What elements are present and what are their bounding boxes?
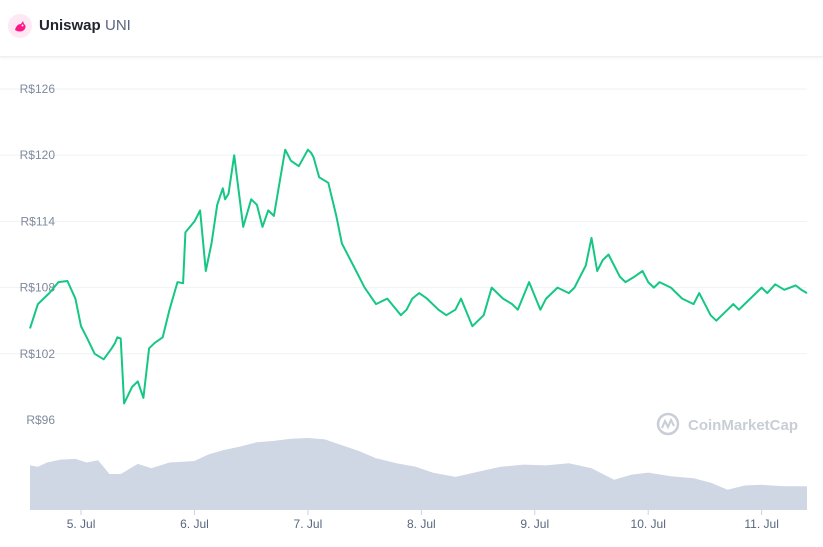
watermark: CoinMarketCap [656, 412, 798, 436]
watermark-text: CoinMarketCap [688, 417, 798, 434]
y-tick-label: R$108 [20, 281, 56, 295]
x-tick-label: 5. Jul [67, 517, 96, 531]
y-tick-label: R$96 [26, 413, 55, 427]
x-tick-label: 9. Jul [520, 517, 549, 531]
coin-symbol: UNI [105, 17, 131, 34]
price-line [29, 148, 808, 405]
uniswap-unicorn-icon [8, 14, 32, 38]
x-axis-labels: 5. Jul 6. Jul 7. Jul 8. Jul 9. Jul 10. Jul 11.… [67, 510, 779, 531]
coin-name: Uniswap [39, 17, 101, 34]
x-tick-label: 7. Jul [294, 517, 323, 531]
y-tick-label: R$114 [21, 214, 56, 228]
x-tick-label: 8. Jul [407, 517, 436, 531]
volume-area-fill [30, 438, 807, 510]
grid-lines [0, 88, 807, 355]
x-tick-label: 11. Jul [744, 517, 778, 531]
volume-area [30, 438, 807, 510]
coinmarketcap-logo-icon [656, 412, 680, 436]
y-tick-label: R$102 [20, 347, 56, 361]
price-chart[interactable]: R$126 R$120 R$114 R$108 R$102 R$96 CoinMarket… [0, 56, 823, 547]
y-axis-labels: R$126 R$120 R$114 R$108 R$102 R$96 [20, 82, 56, 427]
x-tick-label: 6. Jul [180, 517, 209, 531]
coin-header: Uniswap UNI [0, 0, 823, 57]
y-tick-label: R$126 [20, 82, 56, 96]
price-series [29, 148, 808, 405]
x-tick-label: 10. Jul [631, 517, 666, 531]
y-tick-label: R$120 [20, 148, 56, 162]
